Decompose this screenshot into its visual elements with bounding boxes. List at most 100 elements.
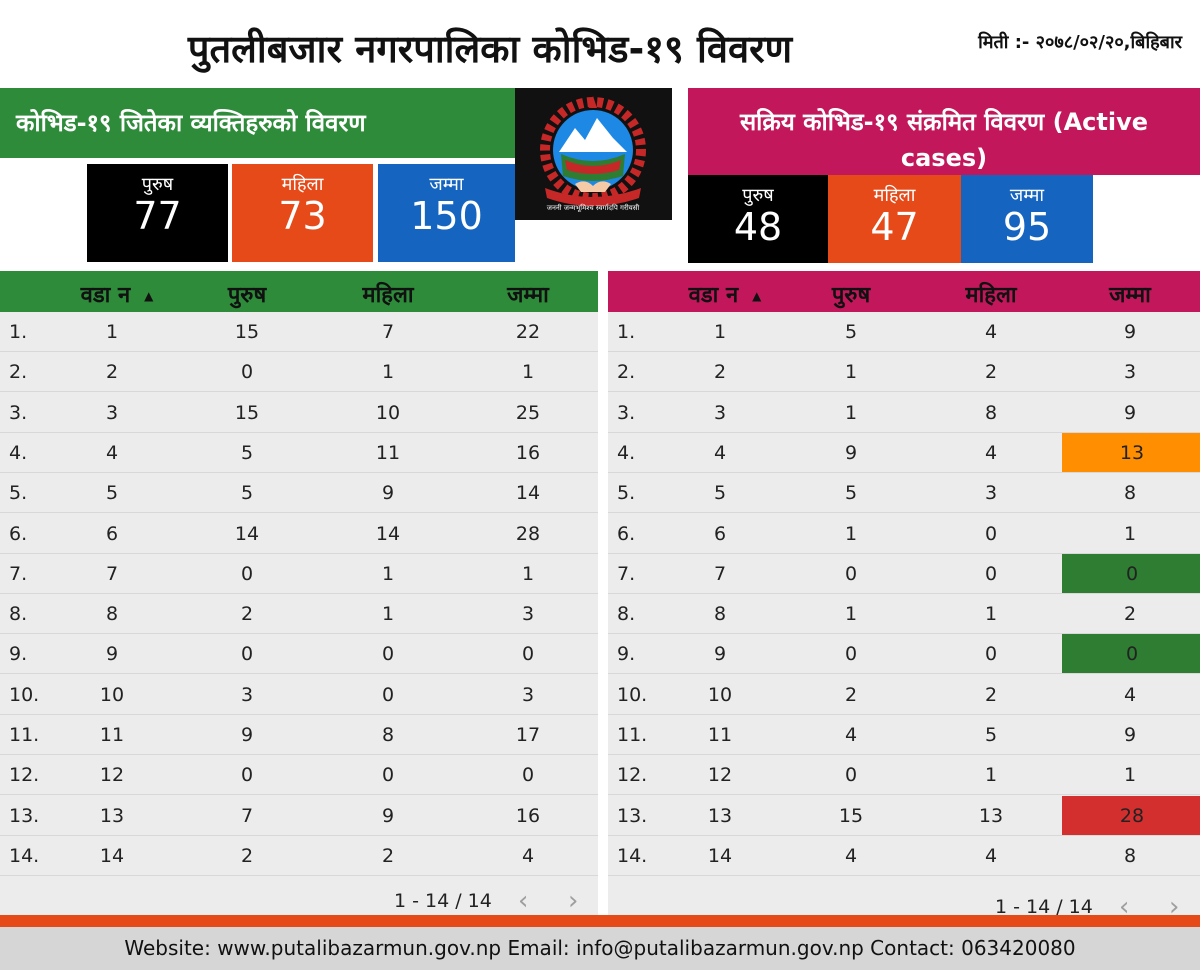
recovered-female-value: 73 <box>278 194 327 238</box>
row-index: 8. <box>617 603 636 626</box>
cell-male: 5 <box>844 321 858 343</box>
table-row: 4. 4 9 4 13 <box>608 432 1200 473</box>
table-row: 4. 4 5 11 16 <box>0 433 598 473</box>
cell-male: 15 <box>838 804 864 827</box>
cell-female: 10 <box>375 401 401 424</box>
cell-male: 0 <box>844 764 858 787</box>
col-male-header[interactable]: पुरुष <box>831 283 871 308</box>
table-row: 8. 8 2 1 3 <box>0 594 598 635</box>
col-total-header[interactable]: जम्मा <box>507 283 549 308</box>
cell-ward: 10 <box>707 683 733 706</box>
cell-ward: 13 <box>99 804 125 827</box>
row-index: 4. <box>617 441 636 464</box>
cell-ward: 8 <box>105 603 119 626</box>
cell-female: 0 <box>381 643 395 666</box>
recovered-total-card: जम्मा 150 <box>378 164 515 262</box>
cell-male: 5 <box>240 441 254 464</box>
row-index: 3. <box>9 401 28 424</box>
cell-total: 14 <box>515 482 541 505</box>
cell-female: 3 <box>984 482 998 505</box>
cell-ward: 14 <box>99 844 125 867</box>
row-index: 11. <box>9 724 40 746</box>
row-index: 13. <box>9 804 40 827</box>
cell-male: 5 <box>240 482 254 505</box>
next-page-icon[interactable]: › <box>568 886 579 916</box>
cell-total: 3 <box>521 683 535 706</box>
table-row: 2. 2 0 1 1 <box>0 352 598 393</box>
cell-ward: 7 <box>713 562 727 585</box>
cell-female: 13 <box>978 804 1004 827</box>
col-female-header[interactable]: महिला <box>362 283 414 308</box>
cell-female: 4 <box>984 441 998 464</box>
cell-female: 2 <box>984 361 998 384</box>
cell-ward: 4 <box>713 441 727 464</box>
table-row: 6. 6 14 14 28 <box>0 514 598 554</box>
row-index: 4. <box>9 441 28 464</box>
cell-ward: 6 <box>713 522 727 545</box>
sort-asc-icon[interactable]: ▲ <box>144 289 154 303</box>
cell-total: 9 <box>1123 724 1137 746</box>
cell-total: 22 <box>515 321 541 343</box>
col-total-header[interactable]: जम्मा <box>1109 283 1151 308</box>
active-male-card: पुरुष 48 <box>688 175 828 263</box>
cell-female: 11 <box>375 441 401 464</box>
cell-female: 0 <box>381 683 395 706</box>
cell-total: 1 <box>1123 764 1137 787</box>
table-row: 9. 9 0 0 0 <box>608 634 1200 675</box>
cell-ward: 9 <box>713 643 727 666</box>
row-index: 1. <box>617 321 636 343</box>
row-index: 10. <box>9 683 40 706</box>
active-male-label: पुरुष <box>742 185 774 206</box>
cell-total: 1 <box>1123 522 1137 545</box>
cell-male: 1 <box>844 603 858 626</box>
cell-female: 1 <box>381 603 395 626</box>
cell-total-highlight: 13 <box>1062 432 1200 472</box>
cell-male: 0 <box>240 643 254 666</box>
recovered-male-label: पुरुष <box>141 174 174 195</box>
recovered-male-card: पुरुष 77 <box>87 164 228 262</box>
recovered-table-header: वडा न ▲ पुरुष महिला जम्मा <box>0 271 598 312</box>
cell-ward: 12 <box>99 764 125 787</box>
cell-total: 8 <box>1123 844 1137 867</box>
table-row: 12. 12 0 1 1 <box>608 755 1200 796</box>
table-row: 11. 11 9 8 17 <box>0 715 598 755</box>
cell-ward: 3 <box>105 401 119 424</box>
cell-male: 4 <box>844 724 858 746</box>
cell-ward: 5 <box>105 482 119 505</box>
prev-page-icon[interactable]: ‹ <box>1119 892 1130 922</box>
col-female-header[interactable]: महिला <box>965 283 1017 308</box>
cell-male: 7 <box>240 804 254 827</box>
row-index: 11. <box>617 724 648 746</box>
cell-female: 1 <box>984 764 998 787</box>
active-total-card: जम्मा 95 <box>961 175 1093 263</box>
cell-male: 9 <box>844 441 858 464</box>
col-ward-header[interactable]: वडा न ▲ <box>80 283 154 308</box>
cell-total: 2 <box>1123 603 1137 626</box>
row-index: 3. <box>617 401 636 424</box>
next-page-icon[interactable]: › <box>1169 892 1180 922</box>
row-index: 12. <box>617 764 648 787</box>
cell-female: 9 <box>381 804 395 827</box>
cell-total: 16 <box>515 804 541 827</box>
cell-female: 2 <box>381 844 395 867</box>
cell-total: 28 <box>515 522 541 545</box>
cell-female: 0 <box>984 562 998 585</box>
cell-female: 0 <box>984 522 998 545</box>
cell-ward: 9 <box>105 643 119 666</box>
sort-asc-icon[interactable]: ▲ <box>752 289 762 303</box>
cell-total: 17 <box>515 724 541 746</box>
cell-total: 16 <box>515 441 541 464</box>
active-table-header: वडा न ▲ पुरुष महिला जम्मा <box>608 271 1200 312</box>
col-ward-header[interactable]: वडा न ▲ <box>688 283 762 308</box>
table-row: 13. 13 15 13 28 <box>608 795 1200 836</box>
col-male-header[interactable]: पुरुष <box>227 283 267 308</box>
recovered-table: वडा न ▲ पुरुष महिला जम्मा 1. 1 15 7 22 2. 2 0 1 1 3… <box>0 271 598 916</box>
active-pager: 1 - 14 / 14 ‹ › <box>995 892 1195 922</box>
cell-total: 3 <box>1123 361 1137 384</box>
table-row: 9. 9 0 0 0 <box>0 634 598 675</box>
page-title: पुतलीबजार नगरपालिका कोभिड-१९ विवरण <box>187 27 793 71</box>
cell-ward: 2 <box>713 361 727 384</box>
cell-male: 1 <box>844 361 858 384</box>
prev-page-icon[interactable]: ‹ <box>518 886 529 916</box>
pager-range: 1 - 14 / 14 <box>394 890 492 912</box>
